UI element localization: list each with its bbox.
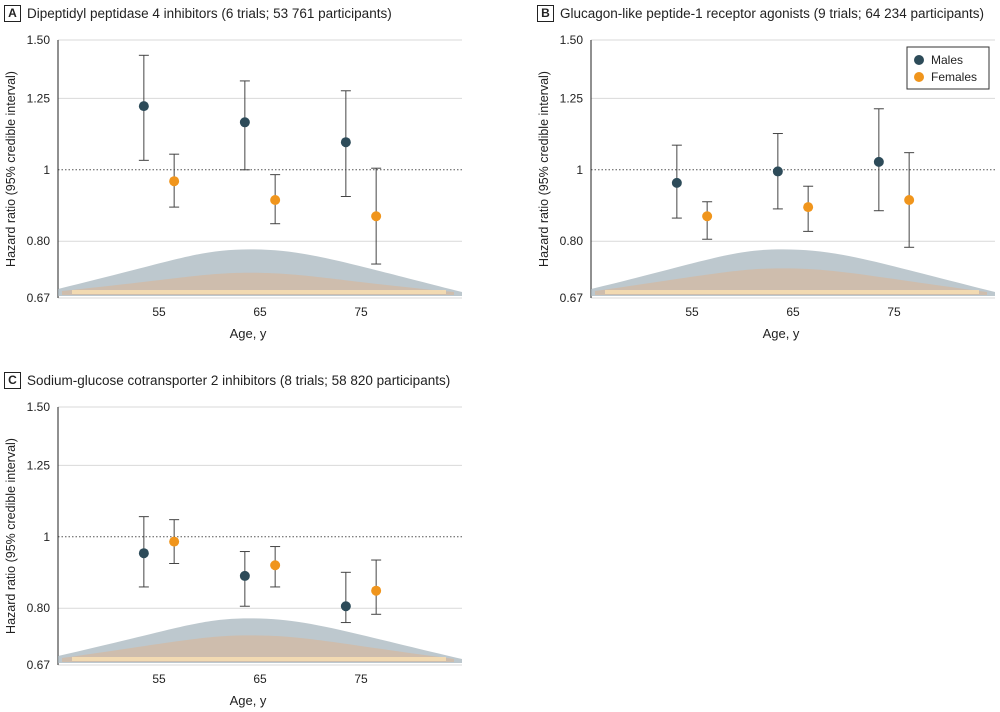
legend-females-marker: [914, 72, 924, 82]
females-age-distribution-base: [605, 290, 979, 294]
panel-header: B Glucagon-like peptide-1 receptor agoni…: [537, 3, 984, 23]
x-tick-label: 55: [685, 305, 699, 319]
x-axis-title: Age, y: [763, 326, 800, 341]
x-tick-label: 75: [887, 305, 901, 319]
y-axis-title: Hazard ratio (95% credible interval): [537, 71, 551, 267]
y-tick-label: 1: [43, 163, 50, 177]
y-tick-label: 0.80: [560, 234, 584, 248]
males-point: [873, 156, 884, 167]
males-point: [671, 177, 682, 188]
males-point: [772, 166, 783, 177]
females-age-distribution-base: [72, 290, 446, 294]
females-point: [270, 194, 281, 205]
panel-title: Dipeptidyl peptidase 4 inhibitors (6 tri…: [27, 5, 392, 21]
x-axis-title: Age, y: [230, 693, 267, 708]
y-tick-label: 0.80: [27, 601, 51, 615]
chart-plot-a: 0.67 0.80 1 1.25 1.50 55 65 75 Age, y Hazard rati…: [4, 33, 462, 341]
females-age-distribution: [62, 635, 454, 662]
y-tick-label: 1.25: [560, 91, 584, 105]
legend-males-label: Males: [931, 53, 963, 67]
panel-letter: C: [4, 371, 21, 389]
x-tick-label: 65: [253, 672, 267, 686]
y-tick-label: 1.25: [27, 458, 51, 472]
females-point: [702, 211, 713, 222]
males-point: [239, 570, 250, 581]
panel-a: A Dipeptidyl peptidase 4 inhibitors (6 t…: [0, 0, 480, 341]
females-age-distribution: [595, 268, 987, 295]
females-point: [371, 211, 382, 222]
females-point: [904, 194, 915, 205]
females-point: [169, 536, 180, 547]
panel-header: A Dipeptidyl peptidase 4 inhibitors (6 t…: [4, 3, 392, 23]
y-tick-label: 1: [43, 530, 50, 544]
y-tick-label: 0.80: [27, 234, 51, 248]
x-tick-label: 55: [152, 672, 166, 686]
x-tick-label: 65: [786, 305, 800, 319]
females-point: [371, 585, 382, 596]
y-tick-label: 1.25: [27, 91, 51, 105]
males-point: [239, 117, 250, 128]
females-point: [169, 176, 180, 187]
x-tick-label: 55: [152, 305, 166, 319]
panel-b: B Glucagon-like peptide-1 receptor agoni…: [533, 0, 1000, 341]
y-tick-label: 1.50: [27, 400, 51, 414]
males-point: [340, 137, 351, 148]
panel-c: C Sodium-glucose cotransporter 2 inhibit…: [0, 367, 480, 708]
females-point: [270, 560, 281, 571]
x-tick-label: 75: [354, 305, 368, 319]
panel-header: C Sodium-glucose cotransporter 2 inhibit…: [4, 370, 450, 390]
y-tick-label: 1: [576, 163, 583, 177]
chart-plot-c: 0.67 0.80 1 1.25 1.50 55 65 75 Age, y Hazard rati…: [4, 400, 462, 708]
panel-title: Sodium-glucose cotransporter 2 inhibitor…: [27, 372, 451, 388]
x-tick-label: 65: [253, 305, 267, 319]
legend-females-label: Females: [931, 70, 977, 84]
y-axis-title: Hazard ratio (95% credible interval): [4, 438, 18, 634]
panel-letter: B: [537, 4, 554, 22]
females-point: [803, 202, 814, 213]
y-tick-label: 1.50: [560, 33, 584, 47]
panel-letter: A: [4, 4, 21, 22]
y-tick-label: 1.50: [27, 33, 51, 47]
males-point: [340, 601, 351, 612]
x-tick-label: 75: [354, 672, 368, 686]
chart-plot-b: 0.67 0.80 1 1.25 1.50 55 65 75 Age, y Hazard rati…: [537, 33, 995, 341]
legend-box: [906, 46, 990, 90]
males-point: [138, 548, 149, 559]
y-tick-label: 0.67: [560, 291, 584, 305]
y-axis-title: Hazard ratio (95% credible interval): [4, 71, 18, 267]
females-age-distribution-base: [72, 657, 446, 661]
y-tick-label: 0.67: [27, 658, 51, 672]
panel-title: Glucagon-like peptide-1 receptor agonist…: [560, 5, 984, 21]
y-tick-label: 0.67: [27, 291, 51, 305]
x-axis-title: Age, y: [230, 326, 267, 341]
males-point: [138, 101, 149, 112]
females-age-distribution: [62, 272, 454, 295]
legend-males-marker: [914, 55, 924, 65]
